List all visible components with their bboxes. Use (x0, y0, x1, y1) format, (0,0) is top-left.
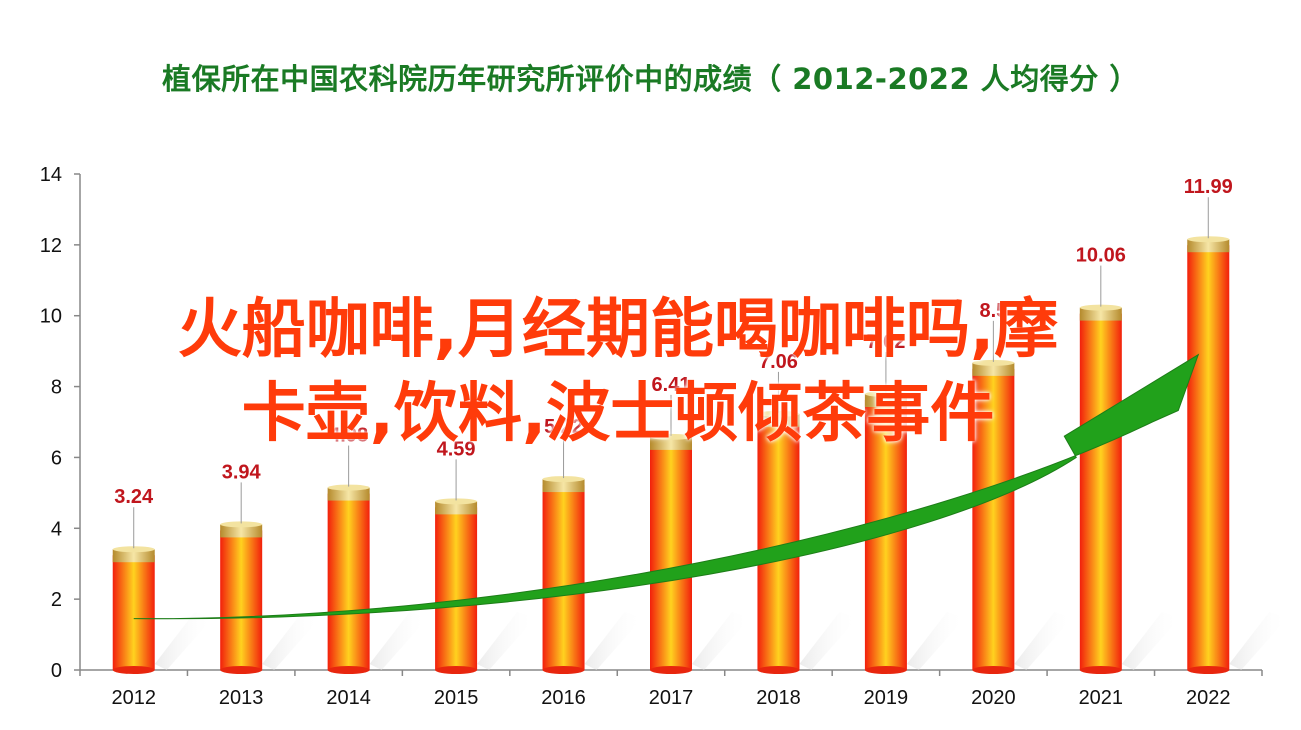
y-tick-label: 12 (40, 235, 62, 257)
bar-base (757, 666, 800, 674)
y-tick-label: 8 (51, 377, 62, 399)
data-label: 4.98 (329, 425, 368, 447)
bar-cap (542, 479, 585, 493)
bar-cap-top (327, 484, 370, 491)
y-tick-label: 4 (51, 518, 62, 540)
data-label: 3.94 (222, 461, 262, 483)
bar-cap-top (1187, 236, 1230, 243)
bar-base (112, 666, 155, 674)
bar-shadow (584, 612, 643, 670)
bar (1187, 245, 1230, 670)
bar-cap-top (650, 433, 692, 440)
bar-shadow (369, 612, 428, 670)
data-label: 8.5 (979, 300, 1007, 322)
bar-cap-top (1079, 304, 1122, 311)
bar-cap-top (435, 498, 478, 505)
x-tick-label: 2015 (434, 687, 479, 709)
data-label: 7.06 (759, 351, 798, 373)
bar (435, 507, 478, 670)
bar-base (650, 666, 692, 674)
x-tick-label: 2017 (649, 687, 694, 709)
bar (220, 530, 263, 670)
bar-cap (220, 524, 263, 538)
bar-cap (1079, 307, 1122, 321)
data-label: 11.99 (1184, 176, 1233, 198)
bar-cap-top (220, 521, 263, 528)
bar-base (435, 666, 478, 674)
bar-shadow (262, 612, 321, 670)
x-tick-label: 2021 (1079, 687, 1124, 709)
bar-base (864, 666, 907, 674)
x-tick-label: 2018 (756, 687, 801, 709)
bar-base (972, 666, 1015, 674)
bar-cap (650, 436, 692, 450)
bar-cap-top (542, 476, 585, 483)
bar-cap-top (972, 359, 1015, 366)
x-tick-label: 2013 (219, 687, 264, 709)
bar (1079, 313, 1122, 670)
x-tick-label: 2014 (326, 687, 371, 709)
y-tick-label: 2 (51, 589, 62, 611)
bar-base (542, 666, 585, 674)
bar (542, 485, 585, 670)
x-tick-label: 2020 (971, 687, 1016, 709)
y-tick-label: 14 (40, 164, 62, 186)
x-tick-label: 2012 (111, 687, 156, 709)
bar-cap-top (757, 410, 800, 417)
bar-cap-top (112, 546, 155, 553)
x-tick-label: 2019 (864, 687, 909, 709)
bar-cap (327, 487, 370, 501)
x-tick-label: 2022 (1186, 687, 1231, 709)
chart-title: 植保所在中国农科院历年研究所评价中的成绩（ 2012-2022 人均得分 ） (162, 62, 1139, 96)
bar (327, 493, 370, 670)
bar-cap (1187, 239, 1230, 253)
bar-shadow (1014, 612, 1073, 670)
bar-shadow (692, 612, 750, 670)
bar-shadow (154, 612, 213, 670)
trend-arrow-shape (133, 353, 1200, 620)
bar (650, 442, 692, 670)
bar-shadow (1121, 612, 1180, 670)
y-tick-label: 0 (51, 660, 62, 682)
bar-cap (864, 394, 907, 408)
data-label: 4.59 (437, 438, 476, 460)
y-tick-label: 6 (51, 447, 62, 469)
bar-shadow (906, 612, 965, 670)
bar-shadows (154, 612, 1288, 670)
bar-shadow (799, 612, 858, 670)
bar-base (220, 666, 263, 674)
x-tick-label: 2016 (541, 687, 586, 709)
bar-cap (972, 362, 1015, 376)
bar-cap (435, 501, 478, 515)
y-tick-label: 10 (40, 306, 62, 328)
trend-arrow (133, 353, 1200, 620)
bar (112, 555, 155, 670)
bar-base (327, 666, 370, 674)
bar-cap (757, 413, 800, 427)
bar-shadow (477, 612, 536, 670)
data-label: 6.41 (652, 374, 691, 396)
bar-cap (112, 549, 155, 563)
data-label: 3.24 (114, 486, 154, 508)
bar-base (1187, 666, 1230, 674)
data-label: 10.06 (1076, 245, 1126, 267)
bar-cap-top (864, 391, 907, 398)
data-labels: 3.24 3.94 4.98 4.59 5.22 6.41 7.06 7.62 8.5 10.06… (112, 174, 1235, 549)
bar-base (1079, 666, 1122, 674)
bars (112, 236, 1230, 674)
data-label: 7.62 (866, 331, 905, 353)
bar (972, 368, 1015, 670)
bar-shadow (1229, 612, 1288, 670)
data-label: 5.22 (544, 416, 583, 438)
